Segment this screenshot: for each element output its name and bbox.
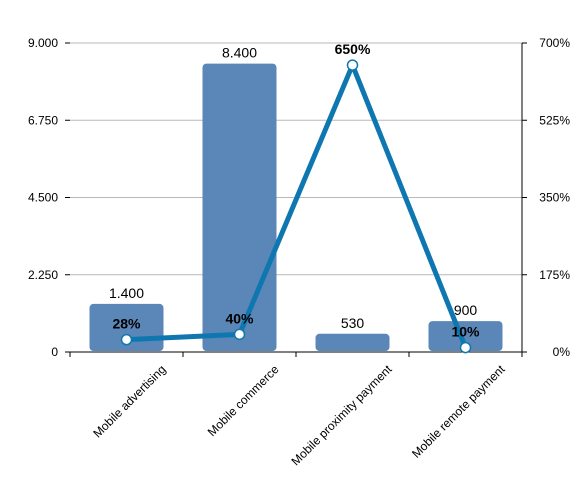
line-series-path <box>124 62 468 351</box>
line-value-label: 28% <box>112 316 141 332</box>
category-label: Mobile proximity payment <box>289 362 396 469</box>
left-axis-ticks: 0 2.250 4.500 6.750 9.000 <box>28 36 58 359</box>
axes <box>65 42 527 357</box>
left-tick-label: 4.500 <box>28 191 58 205</box>
bar-value-label: 8.400 <box>222 45 257 61</box>
line-point <box>346 59 359 71</box>
bar <box>428 321 503 351</box>
line-value-label: 10% <box>451 324 480 340</box>
category-label: Mobile advertising <box>90 362 168 440</box>
bar <box>202 63 277 351</box>
left-tick-label: 6.750 <box>28 113 58 127</box>
line-point <box>233 328 246 341</box>
category-label: Mobile remote payment <box>409 362 508 461</box>
left-tick-label: 9.000 <box>28 36 58 50</box>
bar-value-label: 1.400 <box>109 285 144 301</box>
right-tick-label: 525% <box>539 113 570 127</box>
line-value-label: 650% <box>335 41 371 57</box>
bar-series <box>89 63 503 351</box>
line-value-labels: 28% 40% 650% 10% <box>112 41 480 340</box>
right-tick-label: 0% <box>553 345 571 359</box>
left-tick-label: 2.250 <box>28 268 58 282</box>
bar-value-label: 530 <box>341 315 365 331</box>
bar <box>315 333 390 351</box>
category-label: Mobile commerce <box>205 362 282 439</box>
right-tick-label: 350% <box>539 191 570 205</box>
left-tick-label: 0 <box>51 345 58 359</box>
bar-value-labels: 1.400 8.400 530 900 <box>109 45 477 331</box>
line-value-label: 40% <box>225 310 254 326</box>
line-series <box>120 59 472 354</box>
gridlines <box>70 42 522 276</box>
right-tick-label: 175% <box>539 268 570 282</box>
right-axis-ticks: 0% 175% 350% 525% 700% <box>539 36 570 359</box>
line-point <box>120 333 133 346</box>
bar-value-label: 900 <box>454 302 478 318</box>
line-point <box>459 341 472 354</box>
right-tick-label: 700% <box>539 36 570 50</box>
category-labels: Mobile advertising Mobile commerce Mobile … <box>90 362 508 469</box>
